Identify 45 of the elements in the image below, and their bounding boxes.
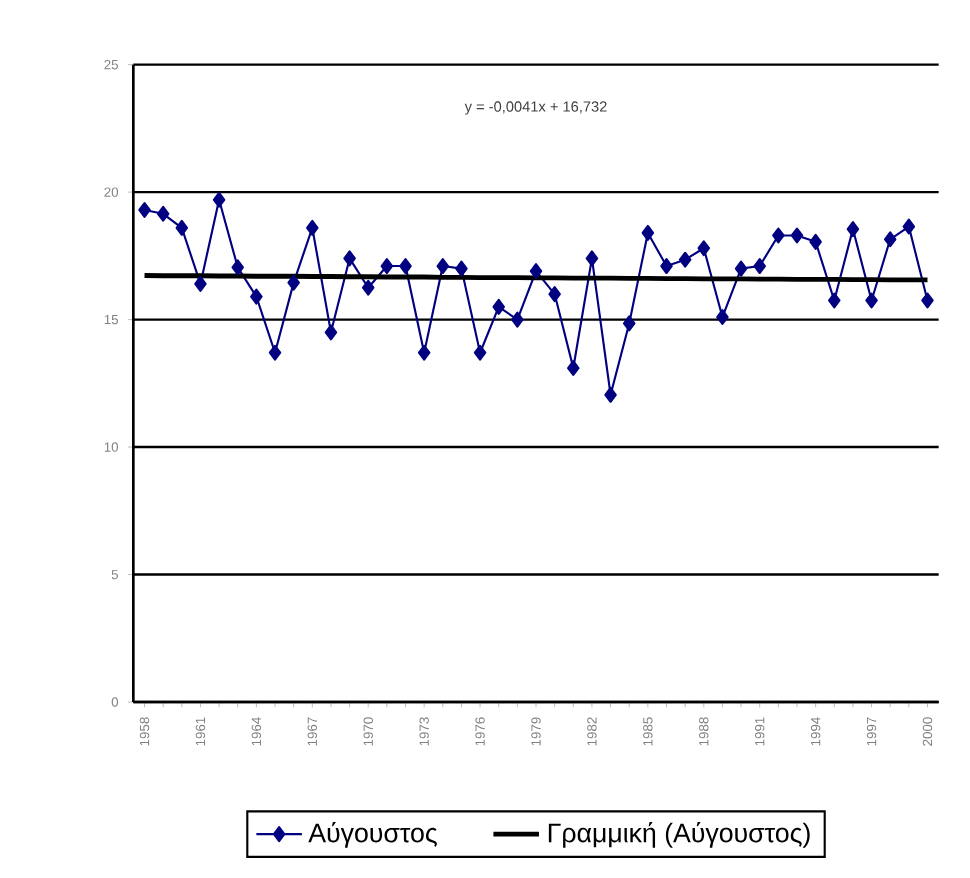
point [324,324,338,341]
point [455,260,468,277]
point [194,275,207,292]
point [306,219,319,236]
point [828,292,841,309]
point [902,218,916,235]
point [567,360,580,377]
point [678,251,692,268]
point [175,219,189,236]
point [716,309,729,326]
point [809,233,822,250]
legend-label: Αύγουστος [308,822,437,848]
point [138,201,151,218]
point [399,258,412,275]
point [548,286,561,303]
point [156,205,170,222]
point [473,344,487,361]
point [883,231,897,248]
point [287,274,300,291]
point [343,250,356,267]
point [585,250,599,267]
point [212,191,226,208]
point [697,240,711,257]
point [753,258,766,275]
point [846,221,860,238]
point [865,292,878,309]
point [231,259,244,276]
point [250,288,263,305]
point [511,311,524,328]
point [492,298,505,315]
point [790,227,804,244]
point [660,258,673,275]
point [268,344,282,361]
point [641,224,655,241]
point [417,344,431,361]
point [529,263,543,280]
point [604,386,617,403]
point [361,279,375,296]
point [380,258,394,275]
point [772,227,785,244]
point [921,292,934,309]
point [622,315,636,332]
legend-label: Γραμμική (Αύγουστος) [548,822,810,848]
point [734,260,748,277]
point [436,258,450,275]
